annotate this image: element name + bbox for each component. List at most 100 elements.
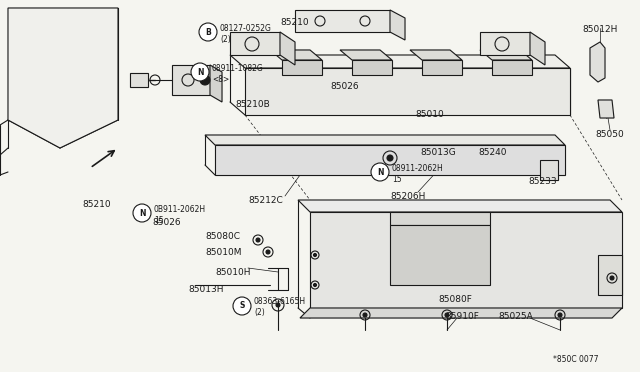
- Text: 85233: 85233: [528, 177, 557, 186]
- Polygon shape: [390, 225, 490, 285]
- Polygon shape: [215, 145, 565, 175]
- Circle shape: [363, 313, 367, 317]
- Text: 85210: 85210: [82, 200, 111, 209]
- Polygon shape: [8, 8, 118, 148]
- Polygon shape: [598, 100, 614, 118]
- Text: 85910F: 85910F: [445, 312, 479, 321]
- Polygon shape: [245, 68, 570, 115]
- Text: *850C 0077: *850C 0077: [553, 355, 598, 364]
- Text: 85080F: 85080F: [438, 295, 472, 304]
- Text: (2): (2): [220, 35, 231, 44]
- Text: 85013G: 85013G: [420, 148, 456, 157]
- Circle shape: [199, 23, 217, 41]
- Circle shape: [233, 297, 251, 315]
- Text: 85010M: 85010M: [205, 248, 241, 257]
- Polygon shape: [210, 65, 222, 102]
- Circle shape: [558, 313, 562, 317]
- Polygon shape: [172, 65, 210, 95]
- Polygon shape: [298, 200, 622, 212]
- Text: 85240: 85240: [478, 148, 506, 157]
- Text: 85012H: 85012H: [582, 25, 618, 34]
- Polygon shape: [480, 32, 530, 55]
- Text: 15: 15: [392, 174, 402, 183]
- Text: 0B911-2062H: 0B911-2062H: [154, 205, 206, 214]
- Polygon shape: [282, 60, 322, 75]
- Text: S: S: [239, 301, 244, 311]
- Text: 85080C: 85080C: [205, 232, 240, 241]
- Text: N: N: [196, 67, 204, 77]
- Text: B: B: [205, 28, 211, 36]
- Circle shape: [200, 75, 210, 85]
- Polygon shape: [390, 10, 405, 40]
- Polygon shape: [310, 212, 622, 308]
- Polygon shape: [590, 42, 605, 82]
- Polygon shape: [310, 212, 622, 308]
- Text: N: N: [377, 167, 383, 176]
- Polygon shape: [295, 10, 390, 32]
- Polygon shape: [8, 8, 118, 148]
- Text: 85212C: 85212C: [248, 196, 283, 205]
- Polygon shape: [480, 50, 532, 60]
- Polygon shape: [492, 60, 532, 75]
- Polygon shape: [300, 308, 622, 318]
- Polygon shape: [530, 32, 545, 65]
- Text: 85206H: 85206H: [390, 192, 426, 201]
- Text: <8>: <8>: [212, 74, 229, 83]
- Polygon shape: [590, 42, 605, 82]
- Polygon shape: [172, 65, 210, 95]
- Polygon shape: [598, 255, 622, 295]
- Polygon shape: [280, 32, 295, 65]
- Polygon shape: [340, 50, 392, 60]
- Polygon shape: [282, 60, 322, 75]
- Polygon shape: [340, 50, 392, 60]
- Polygon shape: [352, 60, 392, 75]
- Polygon shape: [422, 60, 462, 75]
- Text: 85010H: 85010H: [215, 268, 250, 277]
- Polygon shape: [280, 32, 295, 65]
- Polygon shape: [270, 50, 322, 60]
- Polygon shape: [130, 73, 148, 87]
- Polygon shape: [390, 212, 490, 225]
- Polygon shape: [230, 32, 280, 55]
- Text: 85026: 85026: [330, 82, 358, 91]
- Text: (2): (2): [254, 308, 265, 317]
- Text: 85010: 85010: [415, 110, 444, 119]
- Polygon shape: [422, 60, 462, 75]
- Circle shape: [314, 283, 317, 286]
- Text: 85025A: 85025A: [498, 312, 532, 321]
- Polygon shape: [210, 65, 222, 102]
- Text: 08127-0252G: 08127-0252G: [220, 23, 272, 32]
- Polygon shape: [492, 60, 532, 75]
- Polygon shape: [270, 50, 322, 60]
- Polygon shape: [390, 225, 490, 285]
- Polygon shape: [298, 200, 622, 212]
- Polygon shape: [352, 60, 392, 75]
- Text: 85210B: 85210B: [235, 100, 269, 109]
- Text: 08363-6165H: 08363-6165H: [254, 298, 306, 307]
- Polygon shape: [530, 32, 545, 65]
- Polygon shape: [245, 68, 570, 115]
- Polygon shape: [390, 10, 405, 40]
- Polygon shape: [410, 50, 462, 60]
- Polygon shape: [215, 145, 565, 175]
- Circle shape: [266, 250, 270, 254]
- Circle shape: [276, 303, 280, 307]
- Circle shape: [445, 313, 449, 317]
- Text: 85210: 85210: [280, 18, 308, 27]
- Polygon shape: [480, 32, 530, 55]
- Text: 08911-1082G: 08911-1082G: [212, 64, 264, 73]
- Text: 85050: 85050: [595, 130, 624, 139]
- Polygon shape: [300, 308, 622, 318]
- Polygon shape: [390, 212, 490, 225]
- Polygon shape: [205, 135, 565, 145]
- Circle shape: [387, 155, 393, 161]
- Polygon shape: [295, 10, 390, 32]
- Polygon shape: [598, 100, 614, 118]
- Text: 85013H: 85013H: [188, 285, 223, 294]
- Polygon shape: [598, 255, 622, 295]
- Polygon shape: [130, 73, 148, 87]
- Polygon shape: [540, 160, 558, 180]
- Circle shape: [133, 204, 151, 222]
- Text: 15: 15: [154, 215, 164, 224]
- Text: 85026: 85026: [152, 218, 180, 227]
